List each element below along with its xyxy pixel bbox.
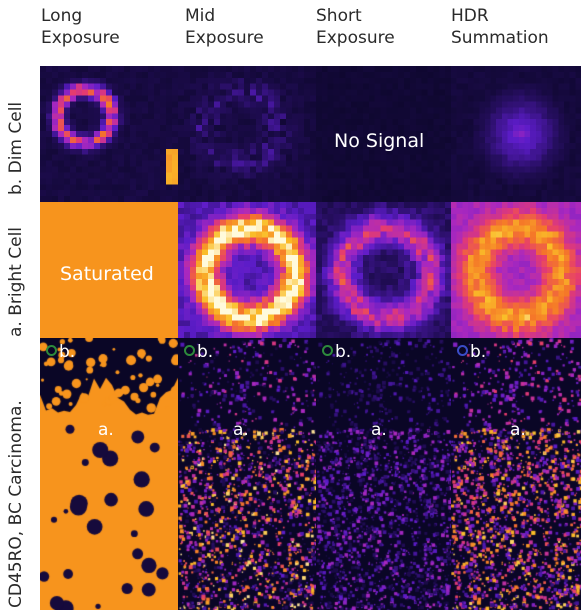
panel-tissue-mid bbox=[178, 338, 316, 610]
marker-b-hdr: b. bbox=[470, 342, 487, 362]
panel-tissue-long bbox=[40, 338, 178, 610]
marker-b-short: b. bbox=[335, 342, 352, 362]
panel-dim-short bbox=[316, 66, 451, 202]
column-header-hdr: HDR Summation bbox=[451, 6, 549, 48]
marker-a-short: a. bbox=[371, 420, 387, 440]
column-header-short: Short Exposure bbox=[316, 6, 395, 48]
marker-b-ring-short bbox=[322, 345, 333, 356]
panel-bright-short bbox=[316, 202, 451, 338]
column-header-mid: Mid Exposure bbox=[185, 6, 264, 48]
marker-b-ring-hdr bbox=[457, 345, 468, 356]
bright-mid-image bbox=[178, 202, 316, 338]
row-label-dim-cell: b. Dim Cell bbox=[6, 101, 26, 195]
bright-hdr-image bbox=[451, 202, 581, 338]
marker-b-long: b. bbox=[59, 342, 76, 362]
tissue-long-image bbox=[40, 338, 178, 610]
marker-b-ring-long bbox=[46, 345, 57, 356]
row-label-tissue: CD45RO, BC Carcinoma. bbox=[6, 400, 26, 608]
marker-a-hdr: a. bbox=[510, 420, 526, 440]
tissue-hdr-image bbox=[451, 338, 581, 610]
marker-a-mid: a. bbox=[233, 420, 249, 440]
panel-tissue-short bbox=[316, 338, 451, 610]
column-header-long: Long Exposure bbox=[41, 6, 120, 48]
row-label-bright-cell: a. Bright Cell bbox=[6, 226, 26, 337]
panel-dim-hdr bbox=[451, 66, 581, 202]
tissue-short-image bbox=[316, 338, 451, 610]
dim-short-image bbox=[316, 66, 451, 202]
panel-dim-long bbox=[40, 66, 178, 202]
marker-b-ring-mid bbox=[184, 345, 195, 356]
dim-hdr-image bbox=[451, 66, 581, 202]
marker-b-mid: b. bbox=[197, 342, 214, 362]
image-grid: No Signal Saturated b. b. b. b. a. a. a.… bbox=[40, 66, 581, 610]
tissue-mid-image bbox=[178, 338, 316, 610]
dim-long-image bbox=[40, 66, 178, 202]
panel-bright-long bbox=[40, 202, 178, 338]
marker-a-long: a. bbox=[98, 420, 114, 440]
panel-tissue-hdr bbox=[451, 338, 581, 610]
dim-mid-image bbox=[178, 66, 316, 202]
panel-bright-hdr bbox=[451, 202, 581, 338]
bright-short-image bbox=[316, 202, 451, 338]
panel-bright-mid bbox=[178, 202, 316, 338]
panel-dim-mid bbox=[178, 66, 316, 202]
